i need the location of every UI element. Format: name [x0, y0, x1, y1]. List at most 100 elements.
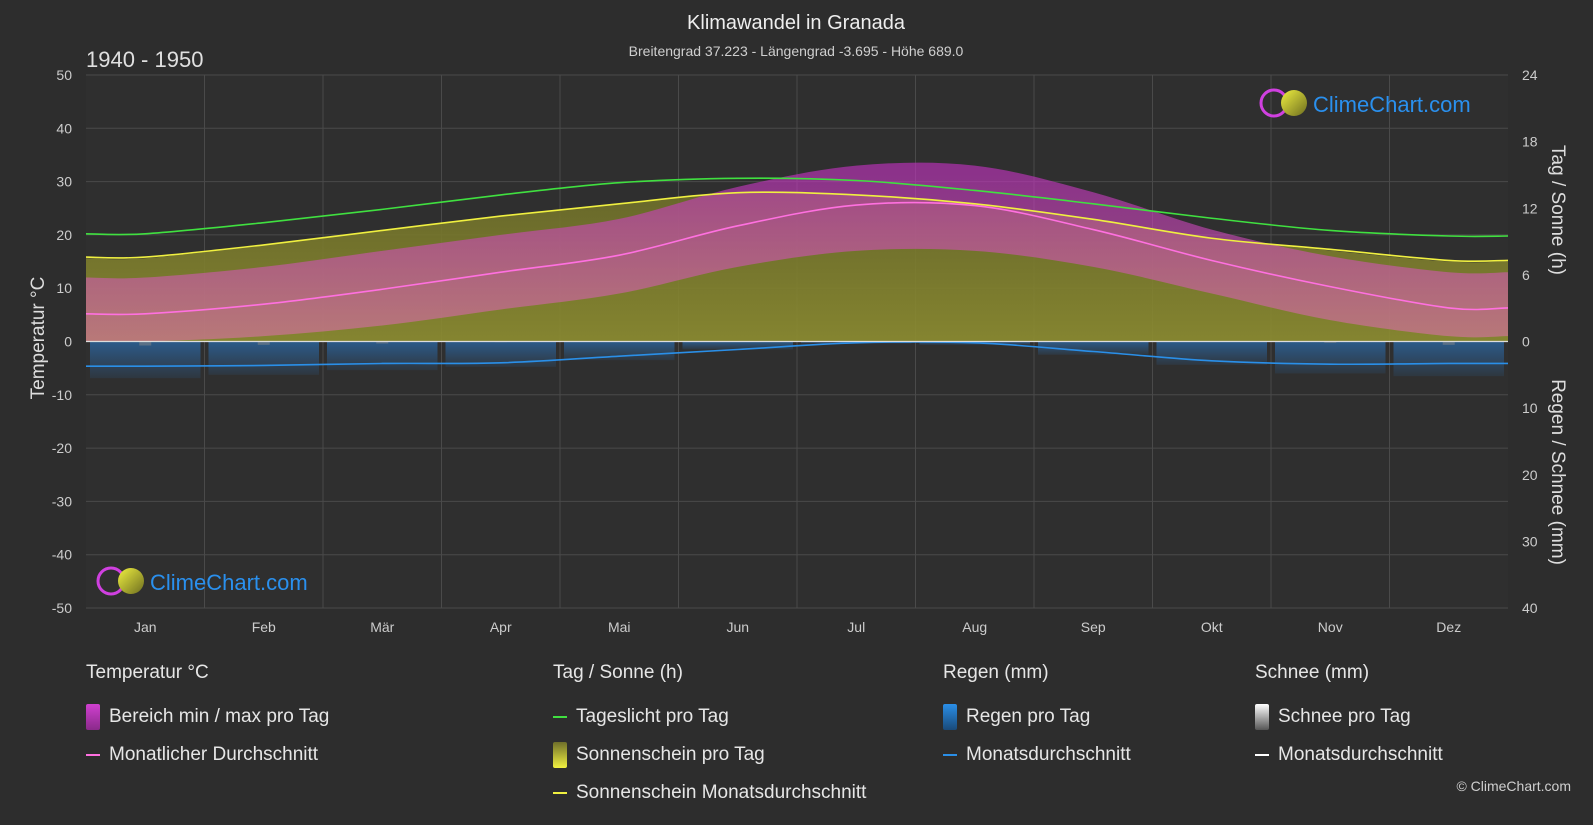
rain-bar: [208, 341, 319, 375]
legend-label: Tageslicht pro Tag: [576, 706, 729, 727]
line-swatch-icon: [553, 716, 567, 718]
climate-chart: Klimawandel in Granada Breitengrad 37.22…: [28, 12, 1568, 635]
watermark-text: ClimeChart.com: [150, 570, 308, 595]
logo-sun-icon: [1281, 90, 1307, 116]
legend-label: Bereich min / max pro Tag: [109, 706, 330, 727]
rain-bar: [564, 341, 675, 361]
chart-title: Klimawandel in Granada: [687, 12, 906, 34]
legend-title: Temperatur °C: [86, 662, 209, 683]
snow-bar: [257, 341, 270, 345]
rain-bar: [1038, 341, 1149, 355]
watermark-bottom: ClimeChart.com: [96, 566, 308, 596]
legend-item: Bereich min / max pro Tag: [86, 698, 329, 736]
rain-bar: [327, 341, 438, 371]
rain-swatch-icon: [943, 704, 957, 730]
y-axis-left-label: Temperatur °C: [28, 277, 49, 400]
snow-bar: [376, 341, 389, 344]
legend-title: Tag / Sonne (h): [553, 662, 683, 683]
x-tick-label: Jan: [134, 619, 157, 635]
x-tick-label: Jun: [726, 619, 749, 635]
legend-label: Monatsdurchschnitt: [1278, 744, 1443, 765]
temp-range-fill: [86, 162, 1508, 342]
y-tick-left: 20: [56, 227, 72, 243]
x-tick-label: Apr: [490, 619, 512, 635]
legend-group-snow: Schnee (mm) Schnee pro Tag Monatsdurchsc…: [1255, 662, 1443, 774]
x-tick-label: Mai: [608, 619, 631, 635]
y-tick-right-top: 6: [1522, 267, 1530, 283]
y-tick-left: 40: [56, 120, 72, 136]
daylight-line: [85, 177, 1509, 238]
rain-avg-line: [85, 341, 1509, 367]
watermark-top: ClimeChart.com: [1259, 88, 1471, 118]
snow-swatch-icon: [1255, 704, 1269, 730]
snow-bar: [1324, 341, 1337, 343]
x-tick-label: Jul: [847, 619, 865, 635]
temp-avg-line: [85, 201, 1509, 316]
y-tick-right-top: 24: [1522, 67, 1538, 83]
x-tick-label: Mär: [370, 619, 394, 635]
y-axis-right-bottom-label: Regen / Schnee (mm): [1547, 379, 1568, 565]
legend-label: Monatsdurchschnitt: [966, 744, 1131, 765]
y-tick-left: -10: [52, 387, 72, 403]
line-swatch-icon: [1255, 754, 1269, 756]
x-tick-label: Aug: [962, 619, 987, 635]
legend-title: Regen (mm): [943, 662, 1049, 683]
legend-item: Sonnenschein pro Tag: [553, 736, 866, 774]
y-axis-right-top-label: Tag / Sonne (h): [1547, 145, 1568, 275]
legend-group-sun: Tag / Sonne (h) Tageslicht pro Tag Sonne…: [553, 662, 866, 812]
legend-item: Sonnenschein Monatsdurchschnitt: [553, 774, 866, 812]
rain-bar: [1393, 341, 1504, 377]
y-tick-right-top: 12: [1522, 200, 1538, 216]
rain-bar: [682, 341, 793, 350]
legend-item: Monatlicher Durchschnitt: [86, 736, 329, 774]
rain-bar: [90, 341, 201, 379]
legend-item: Regen pro Tag: [943, 698, 1131, 736]
legend: Temperatur °C Bereich min / max pro Tag …: [0, 662, 1593, 812]
y-tick-right-bottom: 40: [1522, 600, 1538, 616]
copyright: © ClimeChart.com: [1456, 778, 1571, 794]
chart-subtitle: Breitengrad 37.223 - Längengrad -3.695 -…: [629, 43, 964, 59]
temperature-range-area: [86, 162, 1508, 342]
legend-item: Monatsdurchschnitt: [943, 736, 1131, 774]
y-tick-left: -20: [52, 440, 72, 456]
legend-label: Schnee pro Tag: [1278, 706, 1411, 727]
sunshine-swatch-icon: [553, 742, 567, 768]
y-tick-right-bottom: 10: [1522, 400, 1538, 416]
legend-item: Schnee pro Tag: [1255, 698, 1443, 736]
series-lines: [85, 177, 1509, 367]
line-swatch-icon: [553, 792, 567, 794]
y-tick-right-bottom: 30: [1522, 533, 1538, 549]
x-tick-label: Nov: [1318, 619, 1343, 635]
y-tick-left: 30: [56, 174, 72, 190]
legend-label: Regen pro Tag: [966, 706, 1091, 727]
watermark-text: ClimeChart.com: [1313, 92, 1471, 117]
axes: 50 40 30 20 10 0 -10 -20 -30 -40 -50 24 18 12 6 0 10 20 30…: [52, 67, 1538, 635]
y-tick-right-top: 18: [1522, 134, 1538, 150]
legend-label: Sonnenschein pro Tag: [576, 744, 765, 765]
sunshine-avg-line: [85, 191, 1509, 263]
legend-label: Sonnenschein Monatsdurchschnitt: [576, 782, 867, 803]
rain-bar: [1275, 341, 1386, 374]
y-tick-right-bottom: 20: [1522, 467, 1538, 483]
y-tick-left: -40: [52, 547, 72, 563]
legend-item: Monatsdurchschnitt: [1255, 736, 1443, 774]
y-tick-left: 50: [56, 67, 72, 83]
y-tick-right-top: 0: [1522, 334, 1530, 350]
range-swatch-icon: [86, 704, 100, 730]
line-swatch-icon: [943, 754, 957, 756]
x-tick-label: Dez: [1436, 619, 1461, 635]
legend-item: Tageslicht pro Tag: [553, 698, 866, 736]
y-tick-left: -30: [52, 493, 72, 509]
y-tick-left: 10: [56, 280, 72, 296]
legend-group-rain: Regen (mm) Regen pro Tag Monatsdurchschn…: [943, 662, 1131, 774]
legend-title: Schnee (mm): [1255, 662, 1370, 683]
x-tick-label: Feb: [252, 619, 276, 635]
logo-sun-icon: [118, 568, 144, 594]
y-tick-left: -50: [52, 600, 72, 616]
period-label: 1940 - 1950: [86, 47, 203, 72]
y-tick-left: 0: [64, 334, 72, 350]
snow-bar: [1442, 341, 1455, 345]
line-swatch-icon: [86, 754, 100, 756]
x-tick-label: Sep: [1081, 619, 1106, 635]
x-tick-label: Okt: [1201, 619, 1223, 635]
